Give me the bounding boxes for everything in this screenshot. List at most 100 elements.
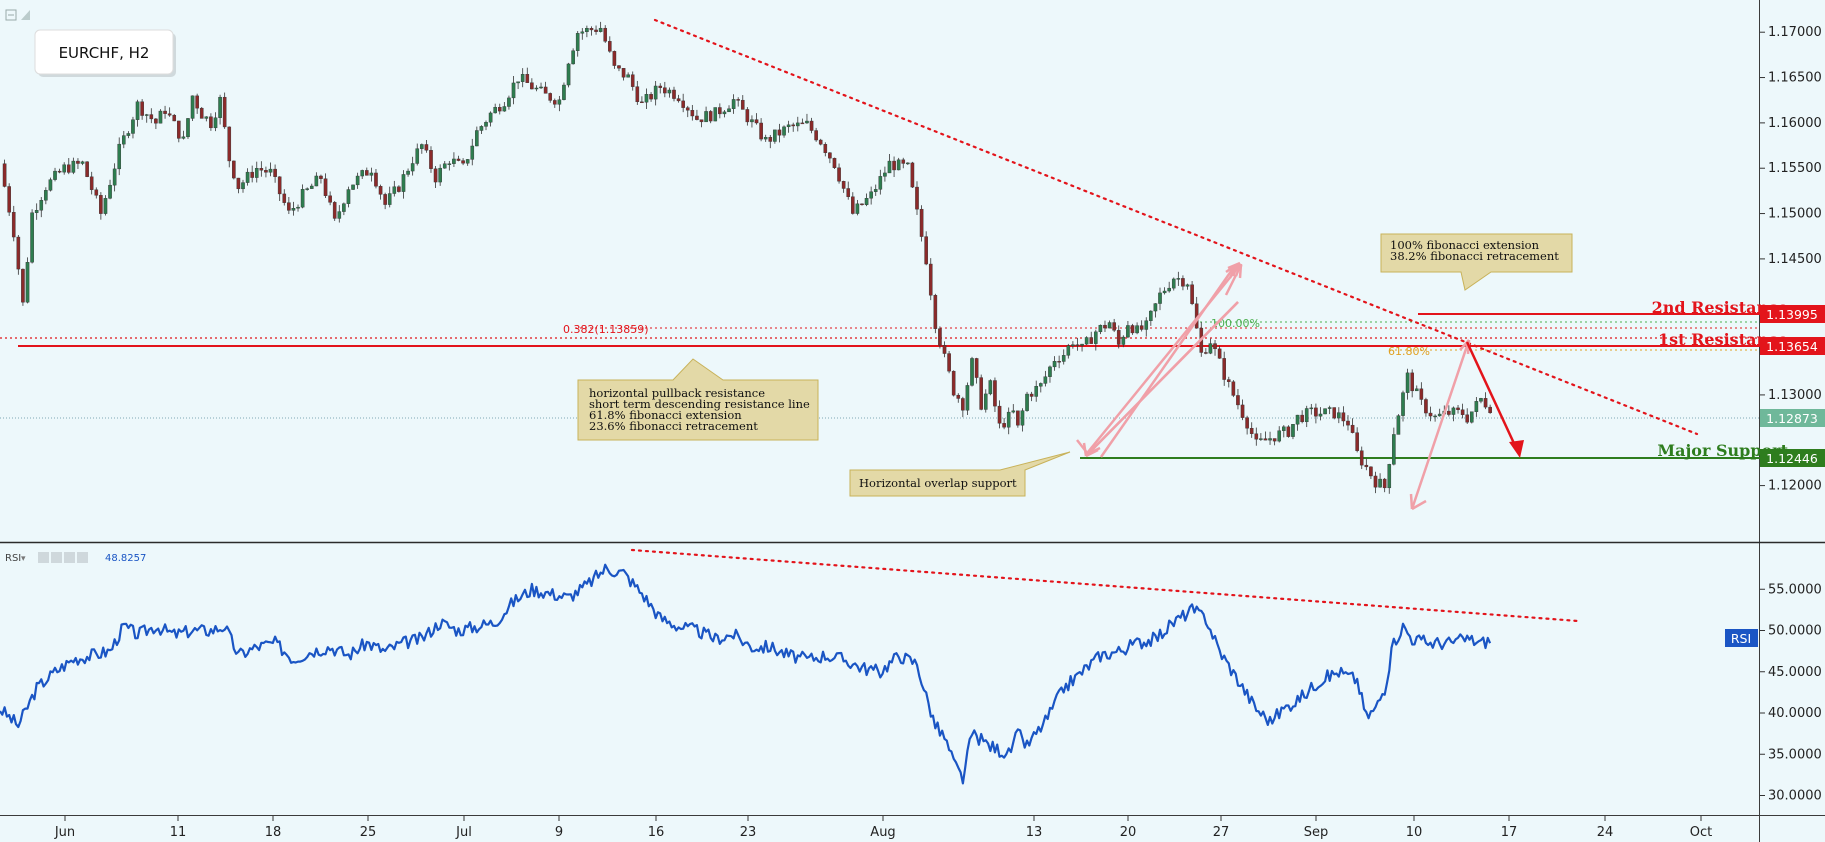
annotation-pullback-resistance: horizontal pullback resistance short term…	[577, 358, 819, 441]
candle-body	[305, 188, 309, 190]
candle-body	[1103, 324, 1107, 329]
candle-body	[277, 176, 282, 195]
candle-body	[603, 27, 608, 42]
rsi-eye-icon[interactable]	[38, 552, 49, 563]
candle-body	[195, 95, 199, 109]
candle-body	[245, 171, 250, 183]
candle-body	[718, 107, 722, 115]
candle-body	[575, 33, 580, 51]
price-axis-ticks: 1.17000 1.16500 1.16000 1.15500 1.15000 1.145…	[1760, 25, 1822, 494]
candle-body	[832, 157, 837, 168]
candle-body	[456, 158, 461, 161]
candle-body	[222, 96, 227, 128]
current-price-tag: 1.12873	[1760, 409, 1825, 427]
candle-body	[1419, 388, 1424, 400]
candle-body	[1392, 434, 1396, 465]
candle-body	[956, 394, 961, 399]
candle-body	[57, 170, 62, 173]
time-axis-ticks: Jun 11 18 25 Jul 9 16 23 Aug 13 20 27 Sep 10 17 24 Oct	[54, 816, 1712, 840]
candle-body	[1286, 426, 1291, 437]
candle-body	[401, 174, 406, 192]
candle-body	[993, 380, 997, 407]
maximize-icon[interactable]	[21, 10, 30, 20]
candle-body	[1323, 408, 1327, 415]
rsi-series-line	[0, 563, 1492, 785]
candle-body	[1066, 345, 1071, 356]
candle-body	[1208, 343, 1213, 354]
candle-body	[475, 130, 479, 147]
candle-body	[1107, 322, 1112, 329]
candle-body	[722, 111, 727, 115]
candle-body	[919, 208, 924, 237]
candle-body	[883, 172, 887, 177]
svg-text:1.12446: 1.12446	[1766, 451, 1818, 466]
candle-body	[608, 41, 612, 52]
candle-body	[663, 87, 667, 94]
candle-body	[1213, 343, 1217, 350]
candle-body	[154, 118, 158, 124]
rsi-tick-label: 55.0000	[1768, 582, 1822, 597]
candle-body	[1369, 466, 1373, 477]
rsi-add-icon[interactable]	[64, 552, 75, 563]
candle-body	[1447, 410, 1451, 415]
candle-body	[580, 31, 585, 34]
candle-body	[447, 163, 452, 165]
candle-body	[1167, 287, 1171, 292]
candle-body	[429, 150, 433, 169]
collapse-icon[interactable]	[5, 9, 17, 21]
rsi-settings-icon[interactable]	[51, 552, 62, 563]
rsi-toolbar[interactable]	[38, 552, 88, 563]
candle-body	[300, 188, 305, 208]
candle-body	[1479, 398, 1483, 402]
candle-body	[1350, 424, 1355, 433]
time-tick-label: 10	[1406, 825, 1423, 840]
candle-body	[736, 99, 740, 101]
candle-body	[34, 210, 39, 213]
pane-controls[interactable]	[5, 9, 30, 21]
time-tick-label: 24	[1597, 825, 1614, 840]
candle-body	[1469, 411, 1474, 423]
candle-body	[465, 159, 470, 164]
candle-body	[887, 160, 892, 174]
candle-body	[1112, 322, 1116, 331]
candle-body	[355, 175, 360, 186]
time-tick-label: Aug	[870, 825, 895, 840]
candle-body	[1217, 348, 1222, 359]
rsi-settings-chevron-icon[interactable]: ▾	[21, 554, 26, 564]
candle-body	[598, 27, 603, 32]
rsi-close-icon[interactable]	[77, 552, 88, 563]
candle-body	[814, 130, 818, 141]
candle-body	[961, 398, 965, 411]
rsi-pane: RSI ▾ 48.8257 RSI	[0, 548, 1758, 785]
candle-body	[708, 111, 713, 122]
candle-body	[855, 203, 860, 214]
price-candles	[2, 21, 1492, 494]
rsi-tick-label: 35.0000	[1768, 747, 1822, 762]
candle-body	[392, 186, 397, 194]
annotation-fib-extension: 100% fibonacci extension 38.2% fibonacci …	[1380, 233, 1573, 291]
candle-body	[640, 101, 644, 104]
candle-body	[869, 191, 873, 199]
price-pane: 0.382(1.13859) 100.00% 61.80%	[0, 18, 1825, 511]
candle-body	[924, 236, 928, 265]
time-tick-label: Jul	[455, 825, 472, 840]
candle-body	[947, 353, 951, 372]
candle-body	[172, 114, 177, 122]
candle-body	[566, 63, 571, 86]
price-tick-label: 1.15500	[1768, 161, 1822, 176]
svg-text:1.12873: 1.12873	[1766, 411, 1818, 426]
candle-body	[1277, 430, 1282, 442]
candle-body	[617, 65, 621, 69]
candle-body	[420, 144, 424, 149]
candle-body	[1057, 361, 1061, 363]
candle-body	[695, 115, 699, 120]
candle-body	[254, 168, 259, 178]
candle-body	[1295, 414, 1300, 425]
candle-body	[1080, 343, 1084, 346]
candle-body	[497, 107, 502, 112]
candle-body	[1304, 408, 1309, 423]
candle-body	[906, 162, 910, 165]
candle-body	[1130, 325, 1135, 334]
candle-body	[681, 100, 685, 108]
